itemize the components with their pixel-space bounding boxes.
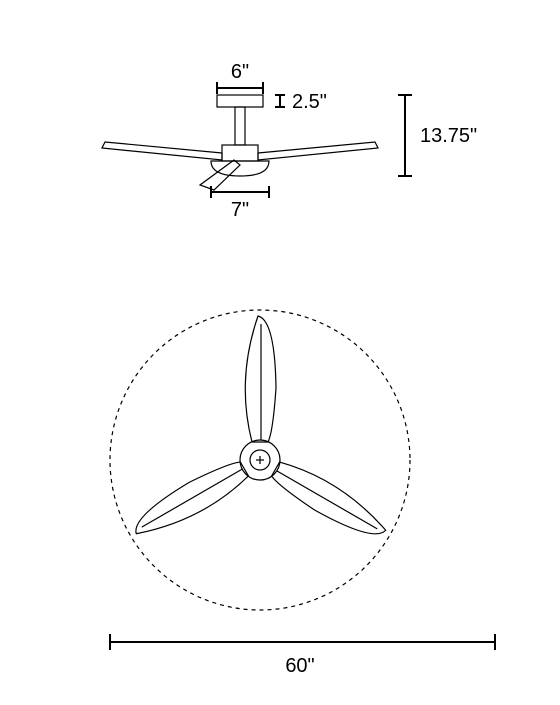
label-light-width: 7" (231, 199, 249, 221)
blades-top (127, 316, 392, 546)
fan-dimension-diagram: { "diagram": { "type": "technical-dimens… (0, 0, 560, 700)
downrod (235, 107, 245, 145)
label-blade-span: 60" (285, 655, 314, 677)
dim-total-height: 13.75" (398, 95, 477, 176)
dim-canopy-height: 2.5" (275, 91, 327, 113)
canopy (217, 95, 263, 107)
label-canopy-width: 6" (231, 61, 249, 83)
motor-housing (222, 145, 258, 161)
light-kit (211, 161, 269, 176)
dim-light-width: 7" (211, 186, 269, 221)
dim-blade-span: 60" (110, 634, 495, 677)
label-canopy-height: 2.5" (292, 91, 327, 113)
blades-side (102, 142, 378, 190)
dim-canopy-width: 6" (217, 61, 263, 94)
top-view (110, 310, 410, 610)
label-total-height: 13.75" (420, 125, 477, 147)
side-view: 6" 2.5" 13.75" (102, 61, 477, 221)
